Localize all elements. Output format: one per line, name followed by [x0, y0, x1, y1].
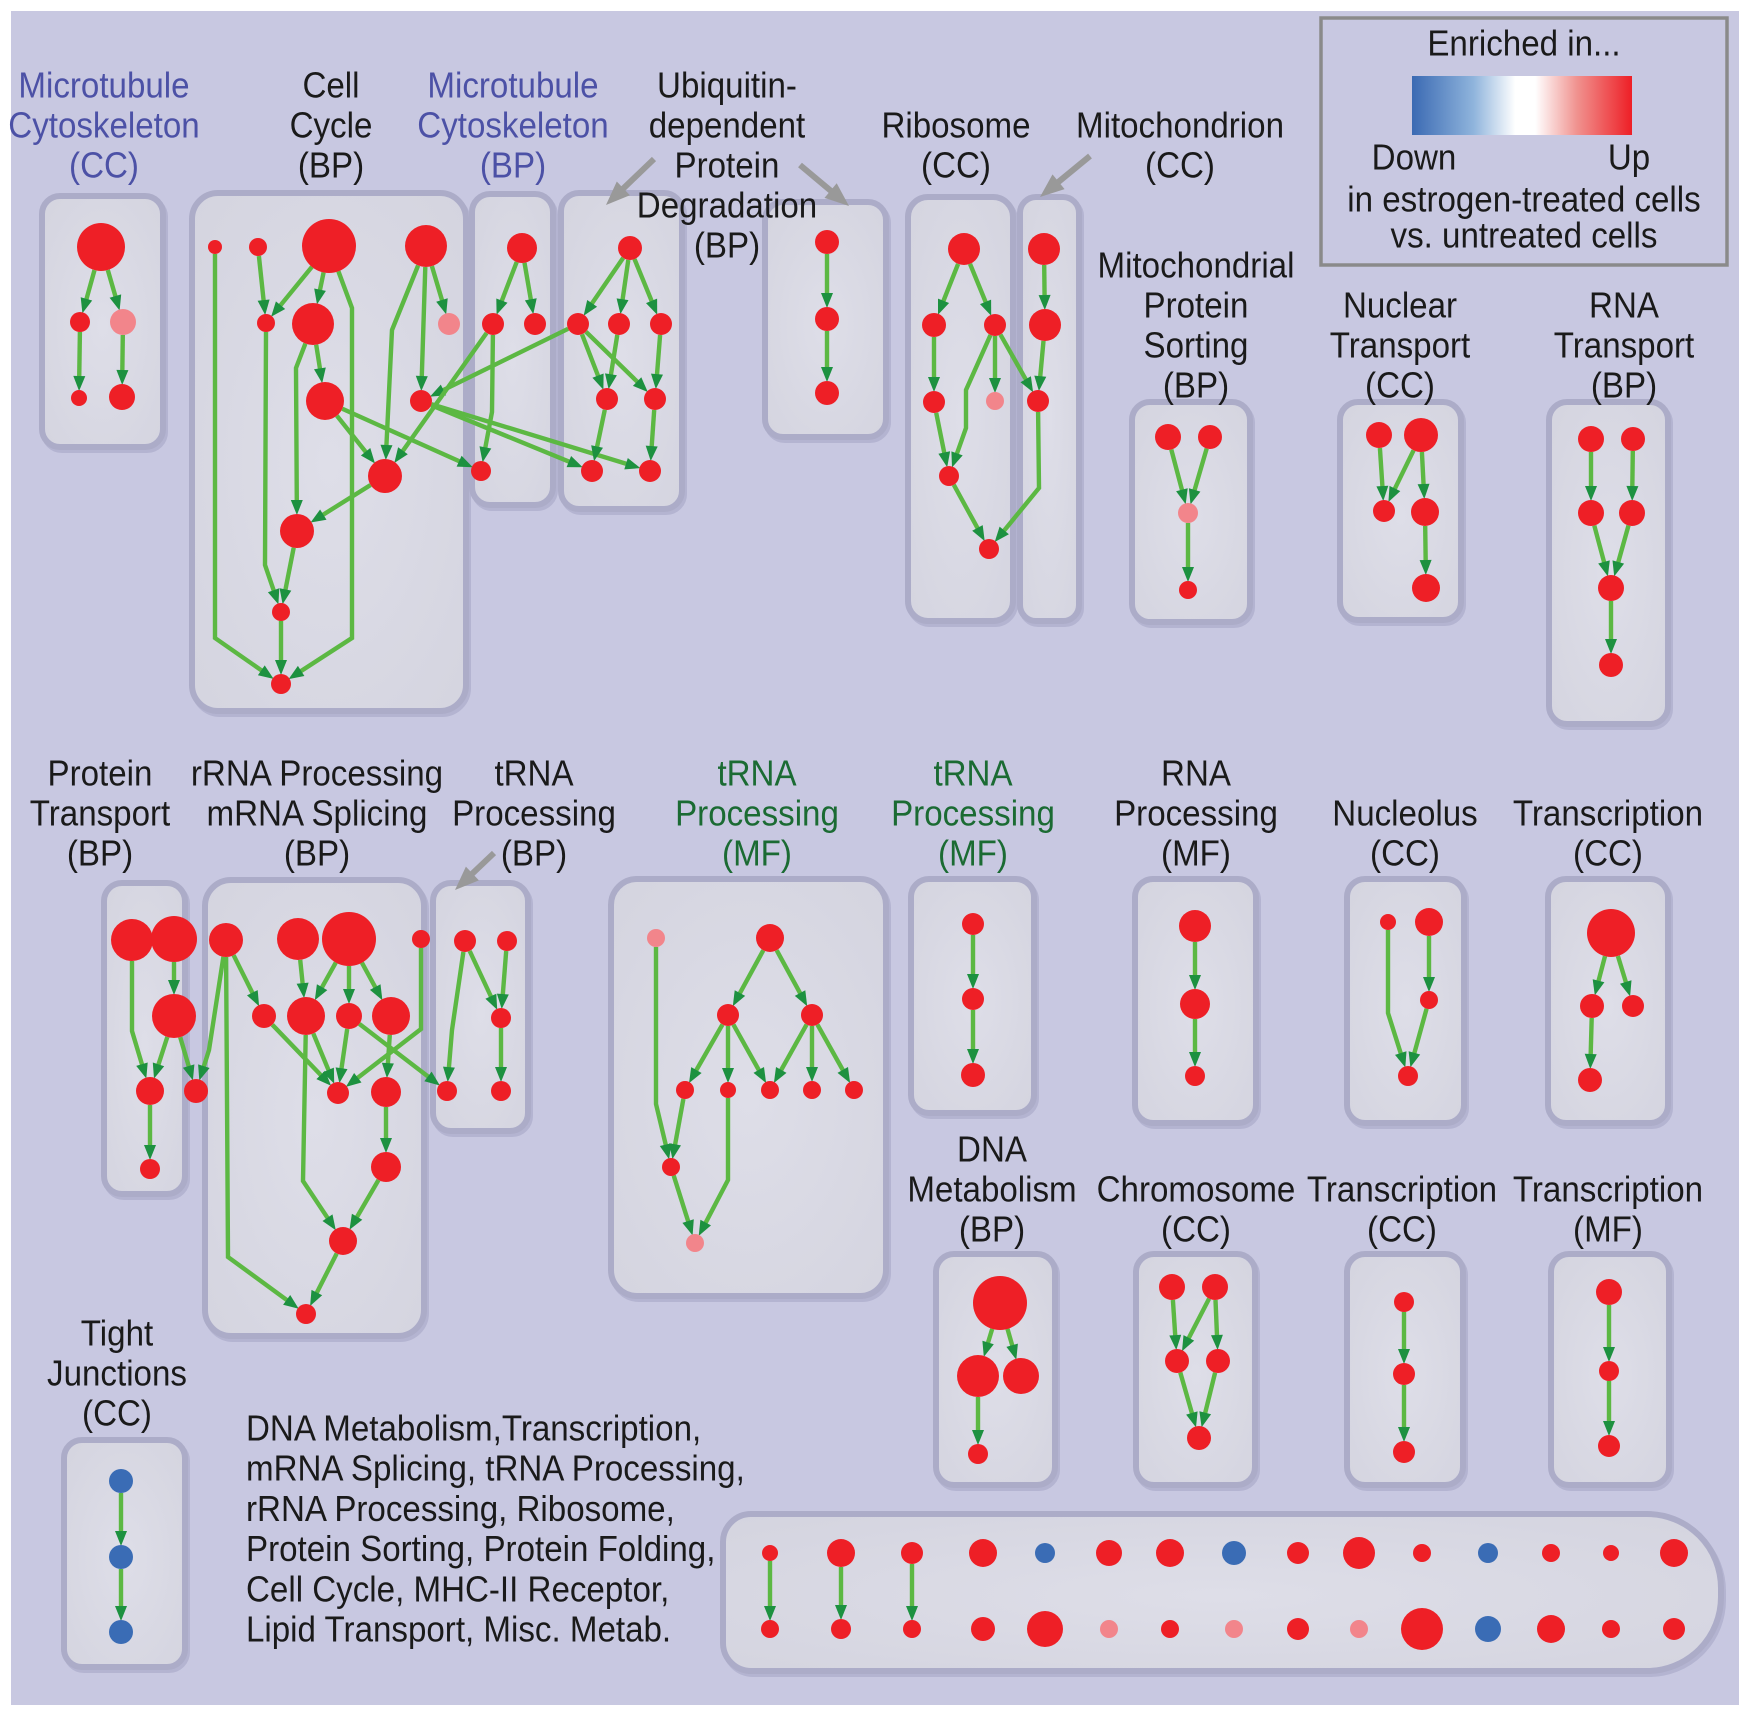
svg-text:vs. untreated cells: vs. untreated cells — [1391, 215, 1658, 256]
svg-text:Cycle: Cycle — [290, 105, 373, 146]
svg-text:tRNA: tRNA — [933, 753, 1012, 794]
svg-text:Processing: Processing — [1114, 793, 1278, 834]
svg-text:RNA: RNA — [1589, 285, 1659, 326]
svg-text:(MF): (MF) — [722, 833, 792, 874]
svg-text:Degradation: Degradation — [637, 185, 817, 226]
svg-text:mRNA Splicing, tRNA Processing: mRNA Splicing, tRNA Processing, — [246, 1448, 745, 1489]
svg-text:Cell Cycle, MHC-II Receptor,: Cell Cycle, MHC-II Receptor, — [246, 1568, 669, 1609]
svg-text:Ribosome: Ribosome — [881, 105, 1030, 146]
svg-text:Ubiquitin-: Ubiquitin- — [657, 65, 797, 106]
svg-text:Processing: Processing — [452, 793, 616, 834]
svg-text:Cytoskeleton: Cytoskeleton — [417, 105, 608, 146]
svg-text:(BP): (BP) — [501, 833, 567, 874]
svg-text:Protein: Protein — [1144, 285, 1249, 326]
svg-text:DNA: DNA — [957, 1129, 1027, 1170]
svg-text:Microtubule: Microtubule — [427, 65, 598, 106]
svg-text:rRNA Processing: rRNA Processing — [191, 753, 443, 794]
svg-text:Lipid Transport, Misc. Metab.: Lipid Transport, Misc. Metab. — [246, 1609, 671, 1650]
svg-text:(CC): (CC) — [921, 145, 991, 186]
svg-text:Transport: Transport — [1554, 325, 1695, 366]
svg-text:tRNA: tRNA — [717, 753, 796, 794]
svg-text:Metabolism: Metabolism — [907, 1169, 1076, 1210]
svg-text:Chromosome: Chromosome — [1097, 1169, 1296, 1210]
svg-text:Microtubule: Microtubule — [18, 65, 189, 106]
svg-text:Enriched in...: Enriched in... — [1427, 23, 1620, 64]
svg-text:Transcription: Transcription — [1513, 1169, 1703, 1210]
svg-text:(CC): (CC) — [1161, 1209, 1231, 1250]
svg-text:Down: Down — [1372, 137, 1457, 178]
svg-text:(BP): (BP) — [480, 145, 546, 186]
svg-text:rRNA Processing, Ribosome,: rRNA Processing, Ribosome, — [246, 1488, 675, 1529]
svg-text:Processing: Processing — [891, 793, 1055, 834]
svg-text:(CC): (CC) — [82, 1393, 152, 1434]
svg-text:(BP): (BP) — [694, 225, 760, 266]
svg-text:(CC): (CC) — [1367, 1209, 1437, 1250]
svg-text:(BP): (BP) — [284, 833, 350, 874]
svg-text:(CC): (CC) — [1365, 365, 1435, 406]
svg-text:Protein: Protein — [48, 753, 153, 794]
svg-text:tRNA: tRNA — [494, 753, 573, 794]
svg-text:Cell: Cell — [302, 65, 359, 106]
svg-text:(BP): (BP) — [1591, 365, 1657, 406]
svg-text:(CC): (CC) — [1370, 833, 1440, 874]
svg-text:(CC): (CC) — [1145, 145, 1215, 186]
svg-text:Transcription: Transcription — [1307, 1169, 1497, 1210]
svg-text:mRNA Splicing: mRNA Splicing — [207, 793, 428, 834]
svg-text:(MF): (MF) — [1161, 833, 1231, 874]
svg-text:Transport: Transport — [30, 793, 171, 834]
svg-text:dependent: dependent — [649, 105, 806, 146]
svg-text:Nucleolus: Nucleolus — [1332, 793, 1477, 834]
svg-text:(MF): (MF) — [1573, 1209, 1643, 1250]
svg-text:Tight: Tight — [81, 1313, 153, 1354]
svg-text:Protein: Protein — [675, 145, 780, 186]
svg-text:DNA Metabolism,Transcription,: DNA Metabolism,Transcription, — [246, 1408, 701, 1449]
svg-text:Protein Sorting, Protein Foldi: Protein Sorting, Protein Folding, — [246, 1528, 715, 1569]
svg-text:(BP): (BP) — [959, 1209, 1025, 1250]
svg-text:RNA: RNA — [1161, 753, 1231, 794]
svg-text:(CC): (CC) — [69, 145, 139, 186]
svg-text:Transport: Transport — [1330, 325, 1471, 366]
svg-text:Sorting: Sorting — [1144, 325, 1249, 366]
svg-text:(CC): (CC) — [1573, 833, 1643, 874]
svg-text:Processing: Processing — [675, 793, 839, 834]
svg-text:Junctions: Junctions — [47, 1353, 187, 1394]
svg-text:(BP): (BP) — [1163, 365, 1229, 406]
svg-text:in estrogen-treated cells: in estrogen-treated cells — [1347, 179, 1700, 220]
svg-text:Up: Up — [1608, 137, 1650, 178]
svg-text:Mitochondrion: Mitochondrion — [1076, 105, 1284, 146]
svg-text:Mitochondrial: Mitochondrial — [1098, 245, 1295, 286]
svg-text:Cytoskeleton: Cytoskeleton — [8, 105, 199, 146]
svg-text:(BP): (BP) — [298, 145, 364, 186]
svg-text:(BP): (BP) — [67, 833, 133, 874]
svg-text:(MF): (MF) — [938, 833, 1008, 874]
svg-text:Nuclear: Nuclear — [1343, 285, 1457, 326]
svg-text:Transcription: Transcription — [1513, 793, 1703, 834]
